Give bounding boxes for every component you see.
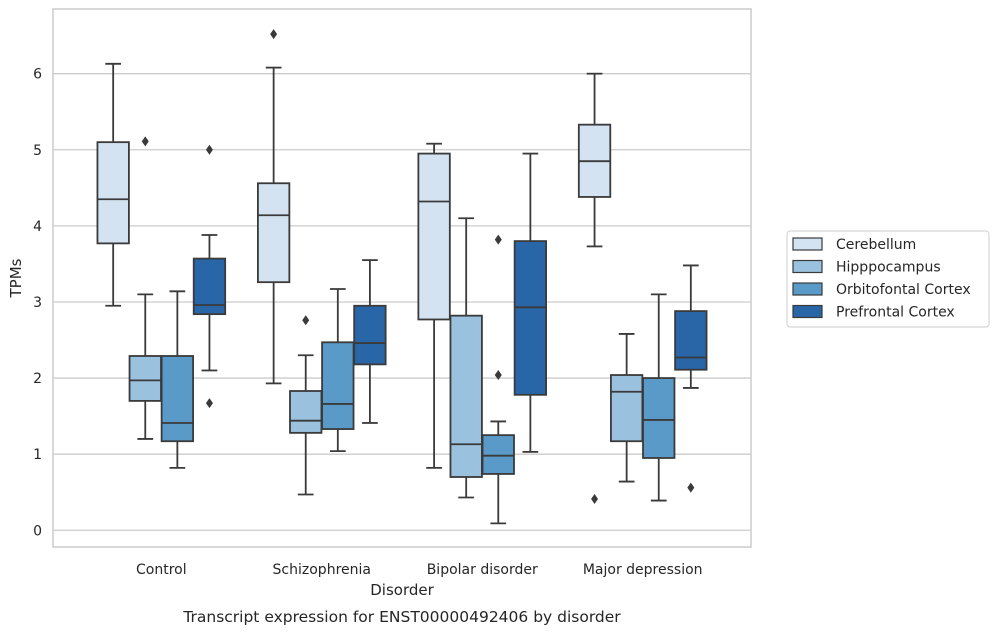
legend-item: Hipppocampus xyxy=(792,259,941,276)
chart-caption: Transcript expression for ENST0000049240… xyxy=(182,608,621,626)
y-tick-label: 2 xyxy=(33,371,42,387)
box-cerebellum xyxy=(417,142,451,469)
legend-label: Orbitofontal Cortex xyxy=(836,282,971,298)
box-body xyxy=(257,182,291,284)
outlier-point xyxy=(494,234,502,245)
box-prefrontal-cortex xyxy=(192,144,227,409)
legend-label: Prefrontal Cortex xyxy=(836,305,955,321)
box-hipppocampus xyxy=(449,217,483,499)
x-tick-label: Schizophrenia xyxy=(273,562,371,578)
box-body xyxy=(481,434,515,475)
y-tick-label: 5 xyxy=(33,143,42,159)
x-tick-label: Major depression xyxy=(583,562,703,578)
box-prefrontal-cortex xyxy=(353,259,387,424)
box-orbitofontal-cortex xyxy=(642,293,676,502)
y-tick-labels: 0 1 2 3 4 5 6 xyxy=(33,67,42,540)
outlier-point xyxy=(591,494,599,505)
outlier-point xyxy=(687,482,695,493)
legend-label: Hipppocampus xyxy=(836,260,941,276)
plot-frame xyxy=(52,8,752,548)
box-prefrontal-cortex xyxy=(513,152,547,453)
legend: Cerebellum Hipppocampus Orbitofontal Corte… xyxy=(786,230,990,328)
box-orbitofontal-cortex xyxy=(160,290,194,469)
box-orbitofontal-cortex xyxy=(481,234,515,525)
legend-swatch xyxy=(792,237,823,251)
x-tick-label: Bipolar disorder xyxy=(427,562,538,578)
legend-label: Cerebellum xyxy=(836,237,916,253)
outlier-point xyxy=(302,315,310,326)
box-body xyxy=(513,240,547,396)
outlier-point xyxy=(270,29,278,40)
y-tick-label: 4 xyxy=(33,219,42,235)
box-hipppocampus xyxy=(289,315,323,496)
outlier-point xyxy=(141,136,149,147)
boxes xyxy=(96,29,708,525)
outlier-point xyxy=(205,144,213,155)
legend-frame xyxy=(786,230,990,328)
legend-item: Orbitofontal Cortex xyxy=(792,282,971,298)
legend-swatch xyxy=(792,259,823,274)
box-orbitofontal-cortex xyxy=(321,288,355,453)
x-tick-labels: Control Schizophrenia Bipolar disorder Majo… xyxy=(136,562,703,578)
box-body xyxy=(610,374,644,443)
legend-items: Cerebellum Hipppocampus Orbitofontal Corte… xyxy=(792,237,971,321)
box-cerebellum xyxy=(257,29,291,385)
box-body xyxy=(128,355,162,402)
box-body xyxy=(321,341,355,430)
plot-area-background xyxy=(53,9,751,547)
legend-swatch xyxy=(792,282,823,296)
box-body xyxy=(353,304,387,366)
outlier-point xyxy=(205,398,213,409)
x-axis-title: Disorder xyxy=(370,581,434,599)
box-body xyxy=(96,141,130,245)
box-body xyxy=(449,314,483,478)
box-body xyxy=(417,152,451,321)
legend-swatch xyxy=(792,304,823,319)
y-tick-label: 6 xyxy=(33,67,42,83)
box-body xyxy=(642,377,676,459)
y-tick-label: 1 xyxy=(33,447,42,463)
box-body xyxy=(289,390,323,434)
box-hipppocampus xyxy=(128,136,162,440)
y-tick-label: 0 xyxy=(33,523,42,539)
y-tick-label: 3 xyxy=(33,295,42,311)
box-prefrontal-cortex xyxy=(674,264,708,493)
legend-item: Prefrontal Cortex xyxy=(792,304,955,321)
box-body xyxy=(160,355,194,443)
legend-item: Cerebellum xyxy=(792,237,916,253)
x-tick-label: Control xyxy=(136,562,187,578)
box-cerebellum xyxy=(96,62,130,307)
box-cerebellum xyxy=(577,72,612,505)
y-axis-title: TPMs xyxy=(7,258,25,298)
box-hipppocampus xyxy=(610,333,644,483)
outlier-point xyxy=(494,370,502,381)
box-body xyxy=(674,310,708,371)
